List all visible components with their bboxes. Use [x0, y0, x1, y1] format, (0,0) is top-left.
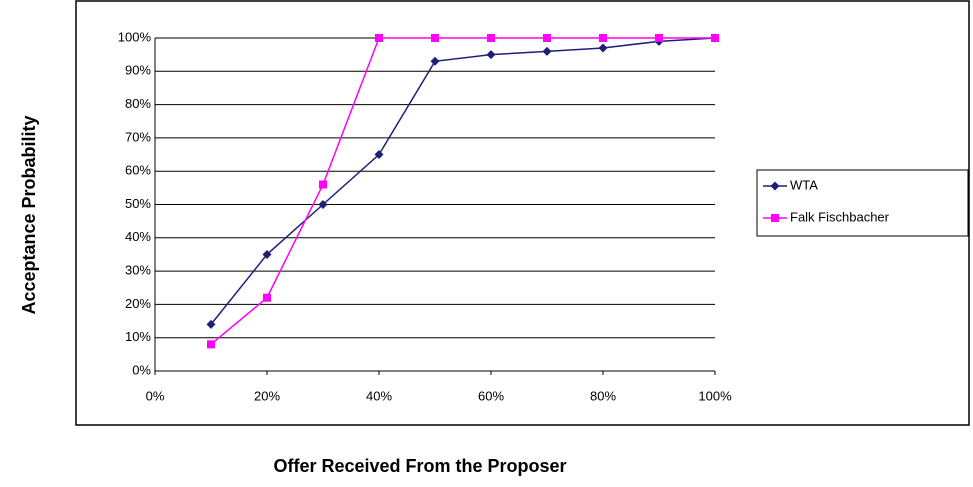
y-tick-label: 90%	[125, 63, 151, 78]
point	[206, 319, 216, 329]
point	[319, 180, 327, 189]
legend-label: Falk Fischbacher	[790, 209, 890, 224]
point	[711, 34, 719, 42]
y-axis-label: Acceptance Probability	[19, 115, 39, 314]
point	[262, 249, 272, 259]
x-tick-label: 40%	[366, 388, 392, 403]
x-tick-label: 80%	[590, 388, 616, 403]
point	[431, 34, 439, 42]
point	[318, 200, 328, 209]
point	[543, 34, 551, 42]
series-line	[210, 37, 715, 345]
point	[487, 34, 495, 42]
point	[598, 43, 608, 53]
y-tick-label: 0%	[132, 362, 151, 377]
x-tick-label: 20%	[254, 388, 280, 403]
point	[486, 50, 496, 60]
y-tick-label: 70%	[125, 129, 151, 144]
legend-box	[756, 169, 969, 237]
y-tick-label: 40%	[125, 229, 151, 244]
y-tick-label: 60%	[125, 163, 151, 178]
point	[374, 150, 384, 160]
legend-label: WTA	[790, 177, 818, 192]
y-tick-label: 50%	[125, 196, 151, 211]
x-tick-label: 100%	[698, 388, 732, 403]
point	[599, 34, 607, 42]
y-tick-label: 10%	[125, 329, 151, 344]
x-tick-label: 0%	[146, 388, 165, 403]
series-line	[210, 37, 716, 325]
point	[542, 46, 552, 56]
x-tick-label: 60%	[478, 388, 504, 403]
point	[263, 293, 271, 302]
x-axis-label: Offer Received From the Proposer	[273, 456, 566, 476]
y-tick-label: 100%	[118, 29, 152, 44]
point	[771, 214, 779, 222]
y-tick-label: 80%	[125, 96, 151, 111]
point	[375, 34, 383, 42]
y-tick-label: 30%	[125, 263, 151, 278]
point	[655, 34, 663, 42]
point	[207, 340, 215, 349]
point	[430, 56, 440, 66]
y-tick-label: 20%	[125, 296, 151, 311]
point	[770, 181, 780, 191]
